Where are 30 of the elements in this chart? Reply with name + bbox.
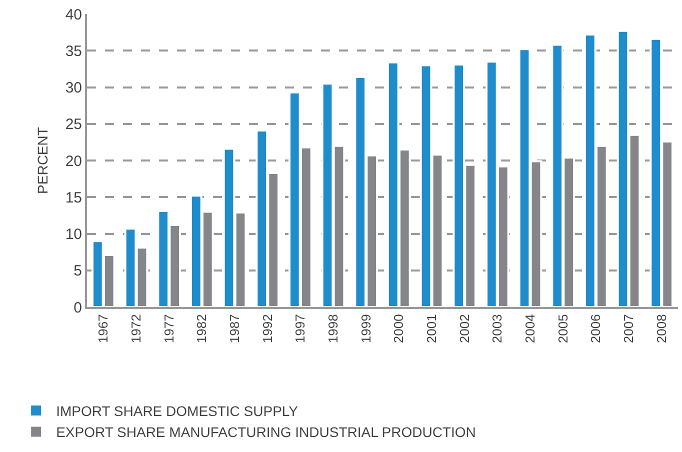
x-tick-label: 1997 bbox=[292, 314, 308, 344]
x-tick-label: 1977 bbox=[161, 314, 176, 344]
y-tick-label: 25 bbox=[65, 116, 82, 134]
x-tick-label: 2008 bbox=[654, 314, 669, 344]
y-tick-label: 40 bbox=[65, 6, 82, 24]
x-tick-label: 2001 bbox=[424, 314, 439, 344]
x-tick-label: 1998 bbox=[325, 314, 340, 344]
y-tick-label: 30 bbox=[65, 80, 82, 96]
y-tick-label: 15 bbox=[65, 189, 82, 206]
x-tick-label: 1992 bbox=[260, 314, 275, 344]
x-tick-label: 1967 bbox=[96, 314, 111, 344]
y-tick-label: 0 bbox=[74, 299, 82, 316]
legend-label: IMPORT SHARE DOMESTIC SUPPLY bbox=[56, 402, 299, 419]
x-tick-label: 1972 bbox=[128, 314, 144, 344]
x-tick-label: 2005 bbox=[555, 314, 570, 344]
x-tick-label: 2002 bbox=[456, 314, 472, 344]
y-tick-label: 35 bbox=[65, 42, 82, 60]
y-axis-title: PERCENT bbox=[34, 126, 50, 194]
x-tick-label: 2007 bbox=[620, 314, 636, 344]
x-tick-label: 2000 bbox=[391, 314, 406, 344]
x-tick-label: 1982 bbox=[194, 314, 210, 344]
x-tick-label: 2006 bbox=[588, 314, 604, 344]
x-tick-label: 1999 bbox=[358, 314, 374, 344]
y-tick-label: 5 bbox=[74, 262, 82, 280]
x-tick-label: 1987 bbox=[226, 314, 242, 344]
y-tick-label: 10 bbox=[65, 226, 82, 243]
x-tick-label: 2004 bbox=[522, 314, 538, 344]
y-tick-label: 20 bbox=[65, 152, 82, 170]
legend-label: EXPORT SHARE MANUFACTURING INDUSTRIAL PRODUCTION bbox=[56, 424, 476, 440]
x-tick-label: 2003 bbox=[490, 314, 505, 344]
